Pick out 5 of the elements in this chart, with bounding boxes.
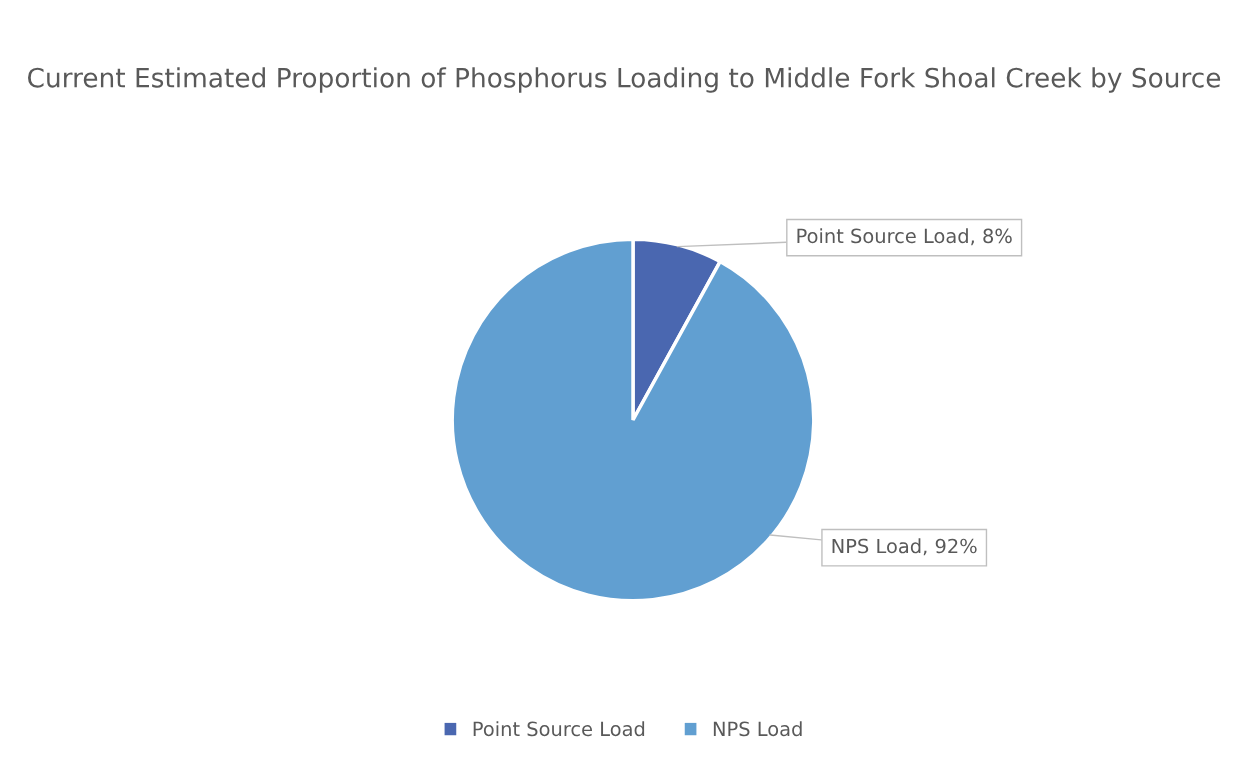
legend-label: Point Source Load — [473, 721, 645, 737]
chart-title: Current Estimated Proportion of Phosphorus Loading to Middle Fork Shoal Creek by Source — [28, 67, 1221, 93]
data-label: NPS Load, 92% — [832, 538, 977, 556]
data-label: Point Source Load, 8% — [797, 228, 1012, 246]
legend-label: NPS Load — [713, 721, 802, 737]
